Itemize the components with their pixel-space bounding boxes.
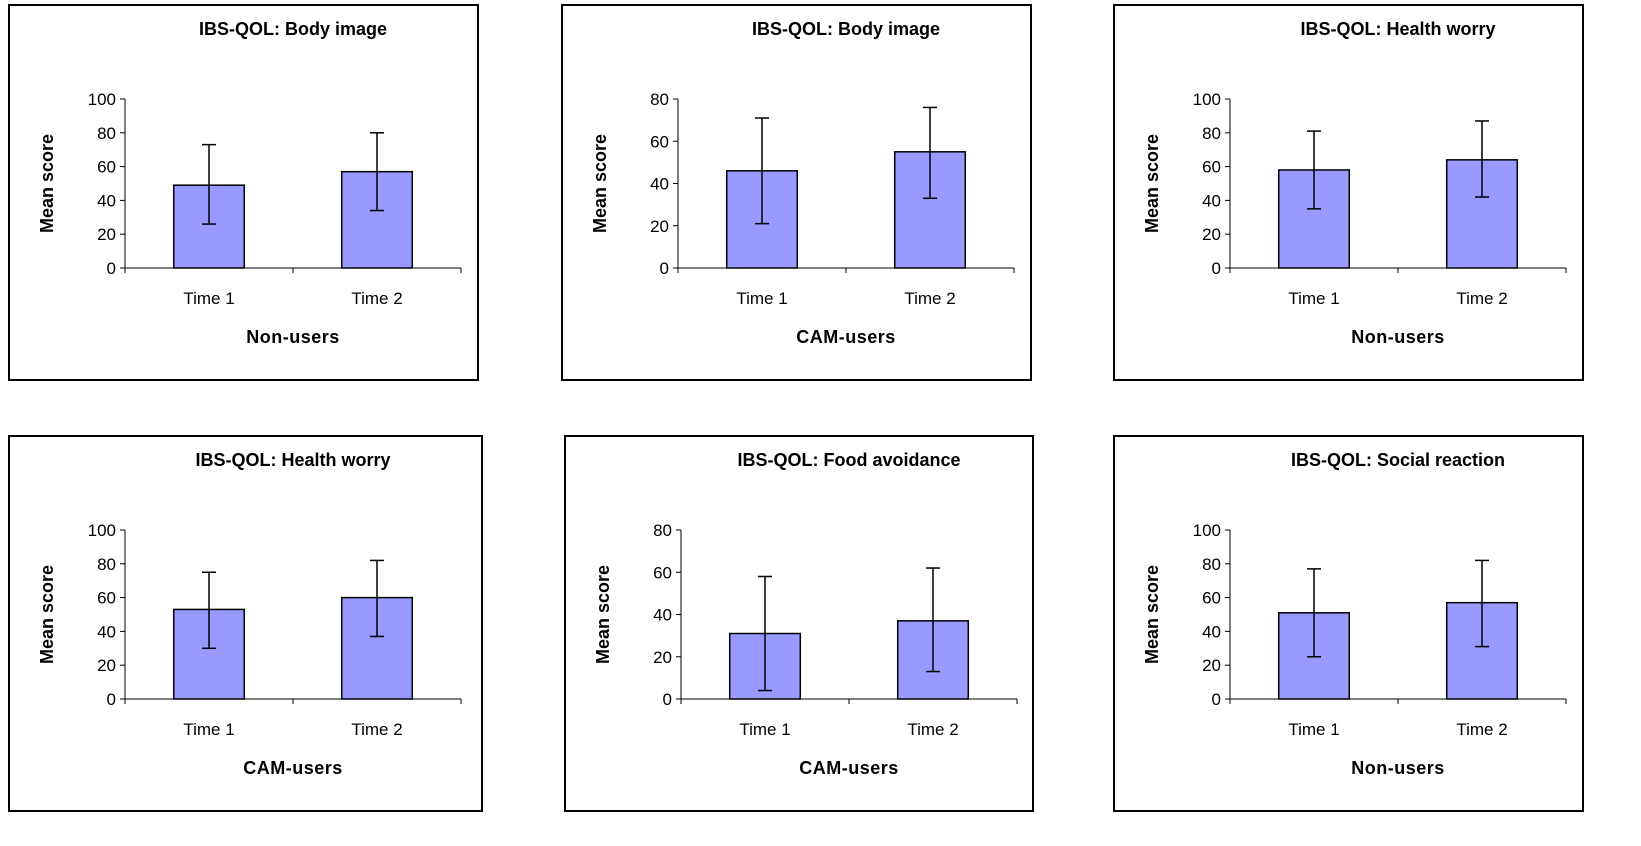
chart-panel: IBS-QOL: Social reaction Non-users Mean sc… [1113,435,1584,812]
y-tick-label: 0 [107,690,116,709]
chart-panel: IBS-QOL: Health worry CAM-users Mean score… [8,435,483,812]
y-tick-label: 80 [97,124,116,143]
y-tick-label: 60 [97,589,116,608]
chart-title: IBS-QOL: Body image [752,19,940,39]
y-axis-label: Mean score [593,565,613,664]
y-axis-label: Mean score [1142,565,1162,664]
chart-panel: IBS-QOL: Body image Non-users Mean score 0 2… [8,4,479,381]
y-tick-label: 100 [88,521,116,540]
chart-title: IBS-QOL: Body image [199,19,387,39]
x-axis-label: CAM-users [799,758,899,778]
y-tick-label: 0 [107,259,116,278]
y-axis-label: Mean score [37,134,57,233]
y-tick-label: 20 [97,656,116,675]
chart-title: IBS-QOL: Health worry [195,450,390,470]
chart-panel: IBS-QOL: Food avoidance CAM-users Mean sco… [564,435,1034,812]
y-tick-label: 80 [650,90,669,109]
chart-svg: IBS-QOL: Social reaction Non-users Mean sc… [1113,435,1584,812]
y-tick-label: 20 [653,648,672,667]
y-tick-label: 20 [650,217,669,236]
x-tick-label: Time 2 [351,289,402,308]
error-bar [755,117,769,225]
y-tick-label: 80 [1202,124,1221,143]
chart-title: IBS-QOL: Food avoidance [737,450,960,470]
x-axis-label: CAM-users [243,758,343,778]
x-tick-label: Time 1 [736,289,787,308]
error-bar [923,106,937,200]
y-tick-label: 0 [663,690,672,709]
y-tick-label: 60 [650,132,669,151]
chart-svg: IBS-QOL: Body image Non-users Mean score 0 2… [8,4,479,381]
y-tick-label: 40 [653,606,672,625]
x-axis-label: CAM-users [796,327,896,347]
y-tick-label: 100 [1193,90,1221,109]
y-axis-label: Mean score [37,565,57,664]
y-axis-label: Mean score [590,134,610,233]
error-bar [1307,130,1321,210]
y-tick-label: 100 [1193,521,1221,540]
x-tick-label: Time 2 [351,720,402,739]
error-bar [1475,120,1489,198]
y-tick-label: 80 [97,555,116,574]
y-tick-label: 60 [1202,158,1221,177]
y-tick-label: 0 [1212,259,1221,278]
chart-svg: IBS-QOL: Health worry CAM-users Mean score… [8,435,483,812]
error-bar [202,143,216,225]
y-tick-label: 40 [97,191,116,210]
error-bar [1475,559,1489,648]
y-tick-label: 40 [97,622,116,641]
x-tick-label: Time 1 [183,720,234,739]
chart-panel: IBS-QOL: Health worry Non-users Mean score… [1113,4,1584,381]
x-tick-label: Time 2 [907,720,958,739]
error-bar [370,559,384,638]
x-axis-label: Non-users [1351,758,1445,778]
y-tick-label: 60 [1202,589,1221,608]
chart-svg: IBS-QOL: Health worry Non-users Mean score… [1113,4,1584,381]
error-bar [926,567,940,673]
x-axis-label: Non-users [246,327,340,347]
y-tick-label: 20 [97,225,116,244]
y-tick-label: 60 [653,563,672,582]
error-bar [202,571,216,650]
y-tick-label: 0 [660,259,669,278]
error-bar [370,132,384,212]
y-tick-label: 20 [1202,225,1221,244]
chart-title: IBS-QOL: Social reaction [1291,450,1505,470]
y-tick-label: 40 [1202,622,1221,641]
y-tick-label: 40 [650,175,669,194]
chart-title: IBS-QOL: Health worry [1300,19,1495,39]
y-tick-label: 80 [653,521,672,540]
x-tick-label: Time 2 [1456,289,1507,308]
x-tick-label: Time 2 [904,289,955,308]
x-tick-label: Time 1 [1288,720,1339,739]
y-tick-label: 80 [1202,555,1221,574]
x-tick-label: Time 1 [183,289,234,308]
x-tick-label: Time 1 [1288,289,1339,308]
y-tick-label: 20 [1202,656,1221,675]
x-tick-label: Time 2 [1456,720,1507,739]
y-tick-label: 100 [88,90,116,109]
y-tick-label: 60 [97,158,116,177]
error-bar [758,575,772,692]
chart-svg: IBS-QOL: Food avoidance CAM-users Mean sco… [564,435,1034,812]
y-tick-label: 40 [1202,191,1221,210]
y-tick-label: 0 [1212,690,1221,709]
chart-panel: IBS-QOL: Body image CAM-users Mean score 0 2… [561,4,1032,381]
y-axis-label: Mean score [1142,134,1162,233]
error-bar [1307,568,1321,658]
chart-svg: IBS-QOL: Body image CAM-users Mean score 0 2… [561,4,1032,381]
x-tick-label: Time 1 [739,720,790,739]
x-axis-label: Non-users [1351,327,1445,347]
